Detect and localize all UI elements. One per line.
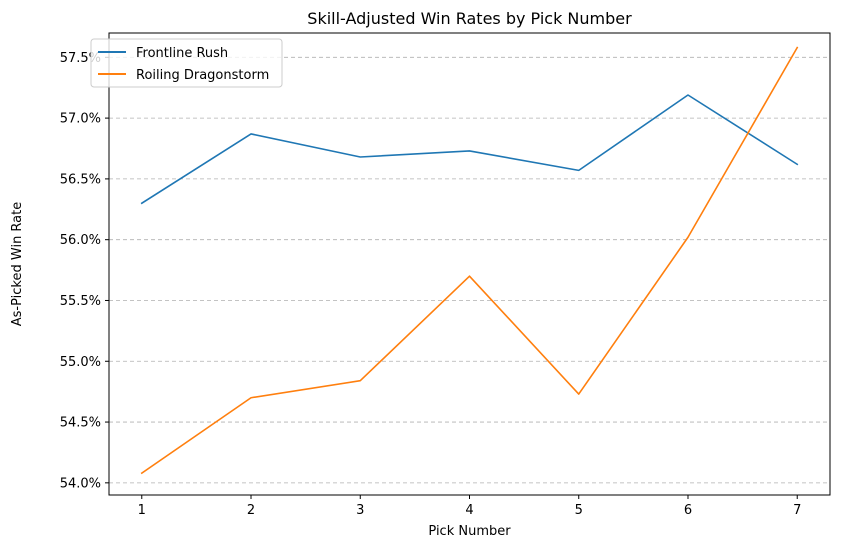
legend-label-roiling-dragonstorm: Roiling Dragonstorm: [136, 68, 269, 83]
y-tick-label: 57.0%: [60, 112, 101, 127]
y-gridlines: [109, 56, 830, 484]
legend: Frontline Rush Roiling Dragonstorm: [90, 38, 283, 88]
y-tick-label: 55.0%: [60, 355, 101, 370]
legend-frame: [90, 38, 283, 88]
legend-label-frontline-rush: Frontline Rush: [136, 46, 228, 61]
y-tick-label: 54.5%: [60, 416, 101, 431]
series-lines: [140, 46, 799, 475]
y-tick-label: 55.5%: [60, 294, 101, 309]
x-tick-label: 7: [793, 503, 801, 518]
x-tick-label: 5: [575, 503, 583, 518]
y-tick-label: 56.0%: [60, 233, 101, 248]
x-axis-label: Pick Number: [428, 524, 511, 539]
x-tick-label: 3: [356, 503, 364, 518]
x-tick-label: 2: [247, 503, 255, 518]
chart-title: Skill-Adjusted Win Rates by Pick Number: [307, 9, 632, 28]
x-tick-label: 4: [465, 503, 473, 518]
y-tick-label: 54.0%: [60, 476, 101, 491]
x-axis-ticks: 1 2 3 4 5 6 7: [138, 495, 801, 518]
y-axis-label: As-Picked Win Rate: [10, 202, 25, 326]
x-tick-label: 1: [138, 503, 146, 518]
x-tick-label: 6: [684, 503, 692, 518]
y-tick-label: 56.5%: [60, 172, 101, 187]
